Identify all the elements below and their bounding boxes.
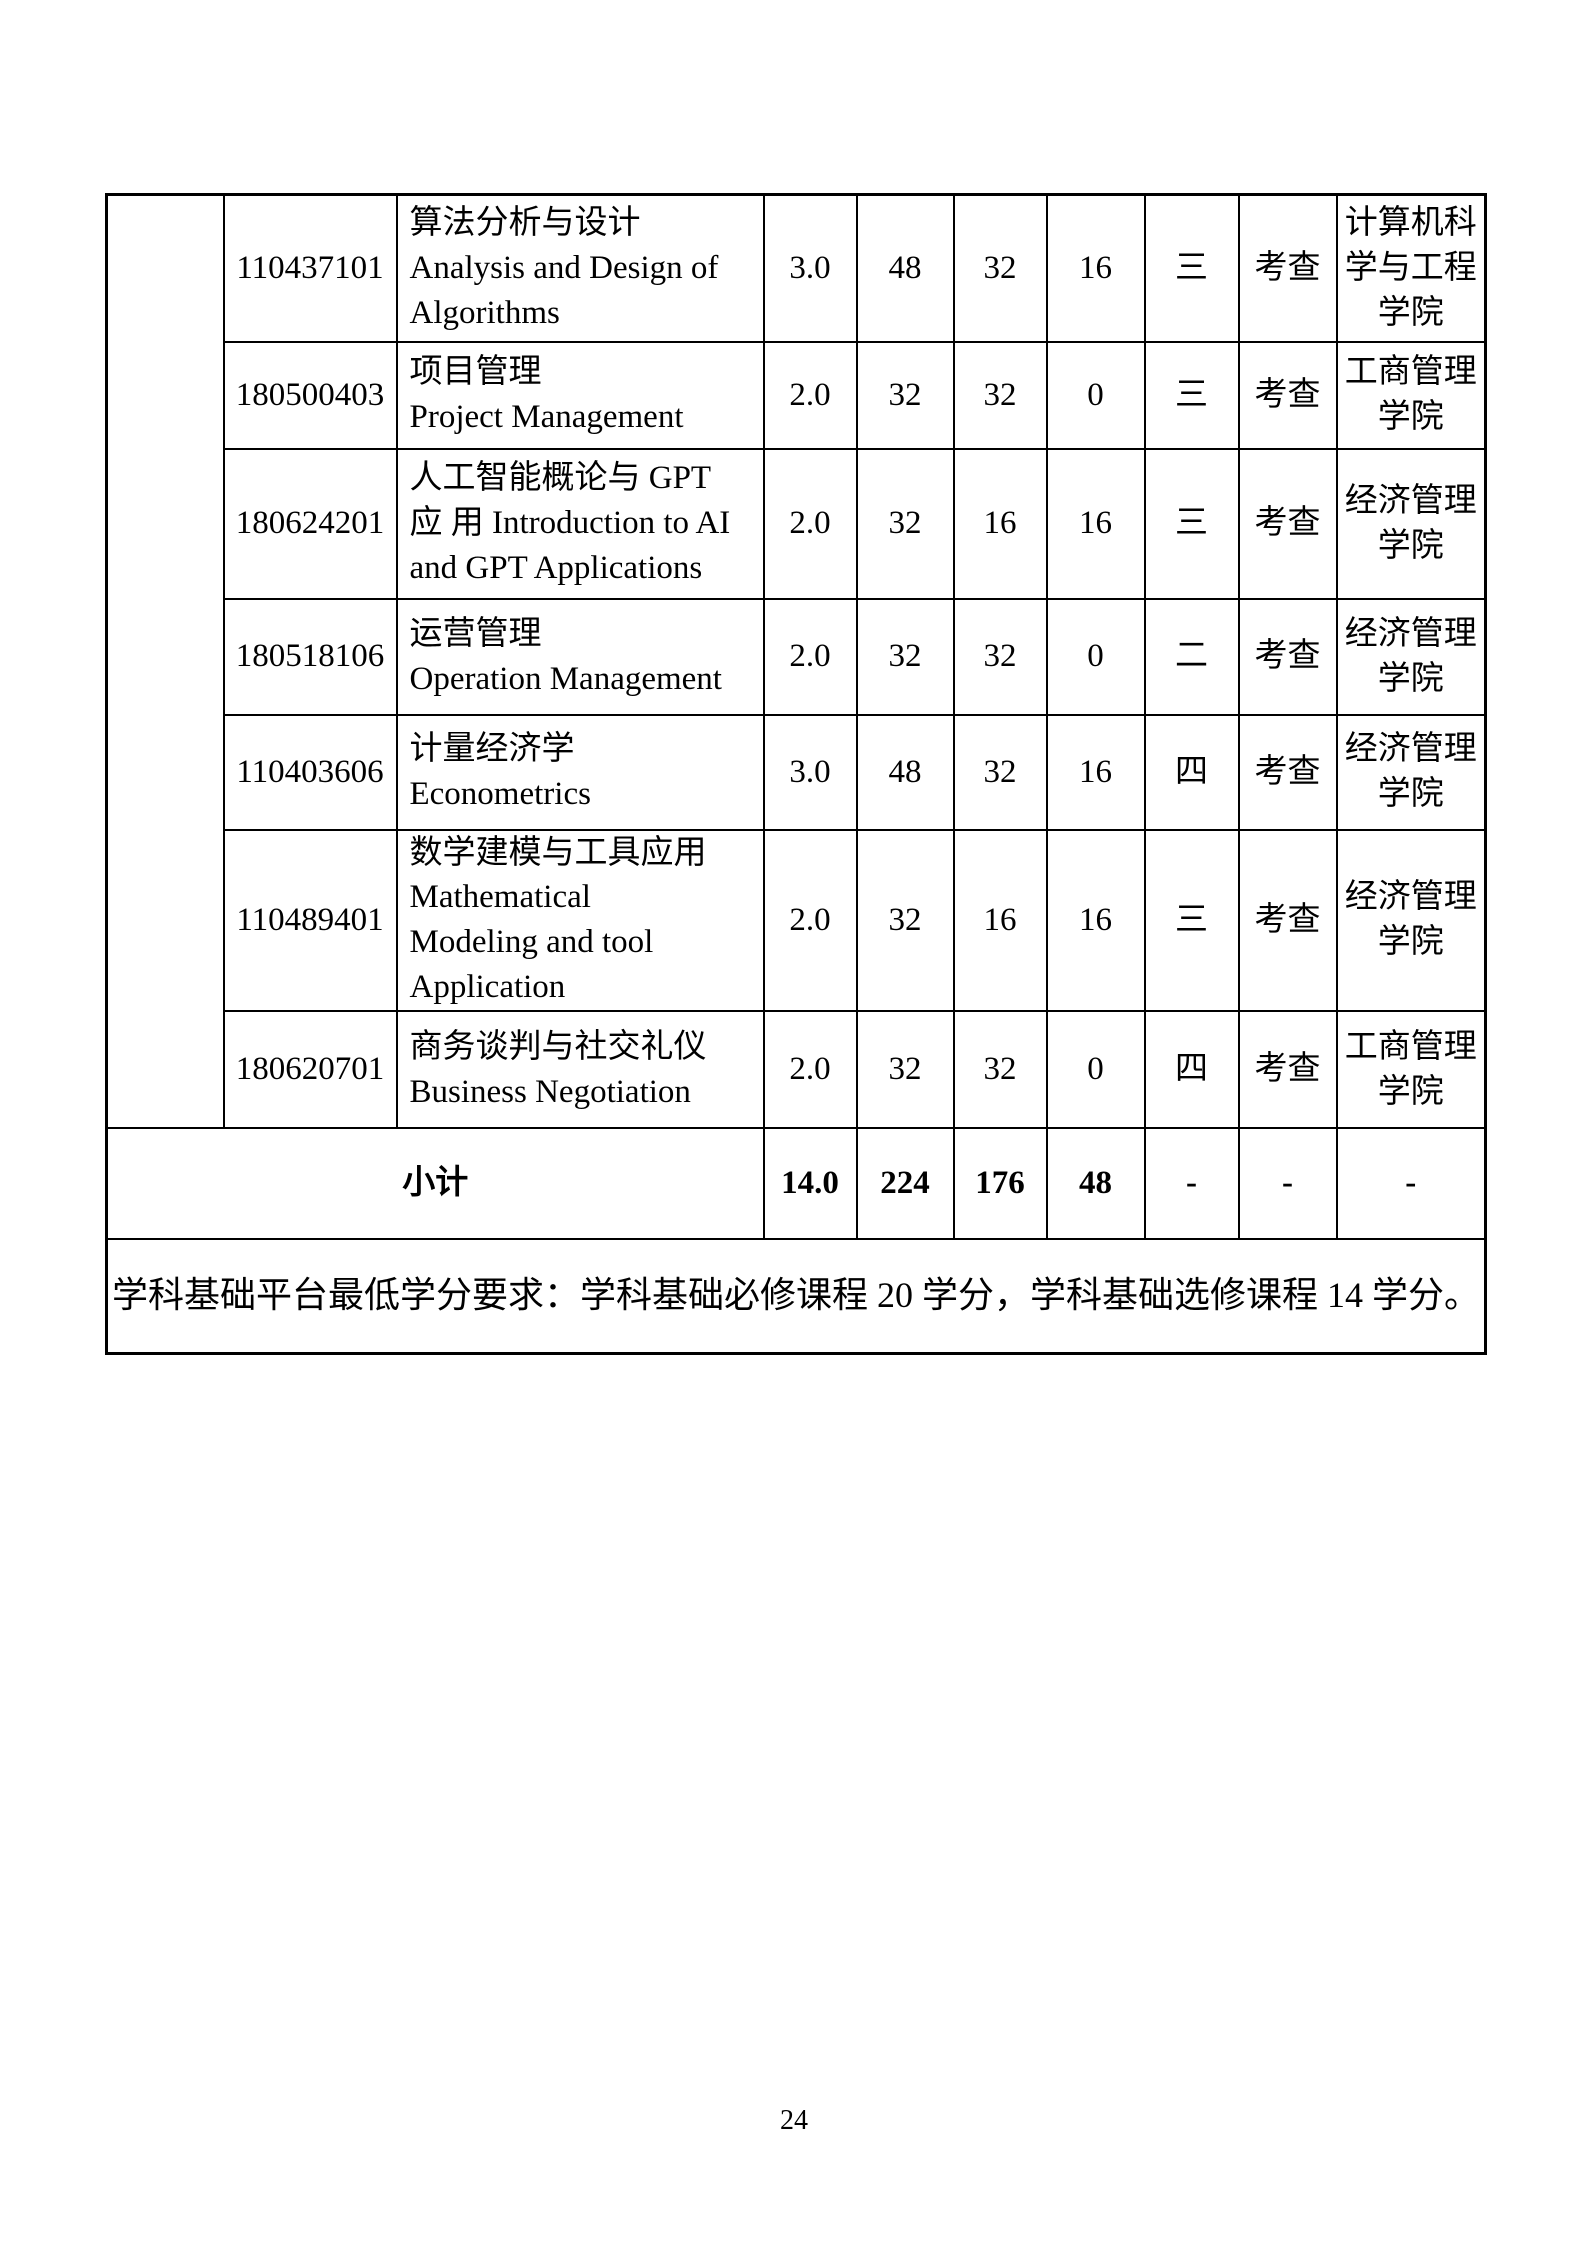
lecture-hours-cell: 32 [952, 340, 1048, 450]
table-row: 110437101 算法分析与设计 Analysis and Design of… [105, 193, 1487, 1129]
lecture-hours-cell: 32 [952, 1010, 1048, 1129]
course-name: 数学建模与工具应用 Mathematical Modeling and tool… [395, 828, 765, 1012]
credits-cell: 2.0 [762, 1010, 858, 1129]
subtotal-label: 小计 [105, 1127, 765, 1240]
total-hours-cell: 48 [855, 193, 955, 343]
credits-cell: 2.0 [762, 340, 858, 450]
total-hours-cell: 32 [855, 340, 955, 450]
lecture-hours-cell: 16 [952, 447, 1048, 600]
assessment-cell: 考查 [1237, 193, 1338, 343]
semester-cell: 三 [1143, 193, 1240, 343]
total-hours-cell: 32 [855, 828, 955, 1012]
lecture-hours-cell: 32 [952, 713, 1048, 831]
footer-note: 学科基础平台最低学分要求：学科基础必修课程 20 学分，学科基础选修课程 14 … [105, 1238, 1487, 1354]
total-hours-cell: 32 [855, 597, 955, 716]
course-name: 运营管理 Operation Management [395, 597, 765, 716]
semester-cell: 三 [1143, 447, 1240, 600]
course-code: 180500403 [222, 340, 398, 450]
college-cell: 计算机科 学与工程 学院 [1335, 193, 1487, 343]
assessment-cell: 考查 [1237, 713, 1338, 831]
subtotal-lecture-hours: 176 [952, 1127, 1048, 1240]
practice-hours-cell: 16 [1045, 193, 1146, 343]
practice-hours-cell: 16 [1045, 713, 1146, 831]
table-row: 110489401 数学建模与工具应用 Mathematical Modelin… [107, 828, 1487, 1012]
semester-cell: 四 [1143, 713, 1240, 831]
lecture-hours-cell: 32 [952, 193, 1048, 343]
table-row: 110403606 计量经济学 Econometrics 3.0 48 32 1… [107, 713, 1487, 831]
total-hours-cell: 32 [855, 447, 955, 600]
assessment-cell: 考查 [1237, 1010, 1338, 1129]
subtotal-assessment: - [1237, 1127, 1338, 1240]
college-cell: 经济管理 学院 [1335, 713, 1487, 831]
subtotal-practice-hours: 48 [1045, 1127, 1146, 1240]
credits-cell: 2.0 [762, 447, 858, 600]
subtotal-college: - [1335, 1127, 1487, 1240]
semester-cell: 二 [1143, 597, 1240, 716]
practice-hours-cell: 16 [1045, 828, 1146, 1012]
total-hours-cell: 32 [855, 1010, 955, 1129]
credits-cell: 2.0 [762, 597, 858, 716]
college-cell: 经济管理 学院 [1335, 447, 1487, 600]
course-name: 商务谈判与社交礼仪 Business Negotiation [395, 1010, 765, 1129]
assessment-cell: 考查 [1237, 597, 1338, 716]
course-name: 人工智能概论与 GPT 应 用 Introduction to AI and G… [395, 447, 765, 600]
semester-cell: 四 [1143, 1010, 1240, 1129]
subtotal-total-hours: 224 [855, 1127, 955, 1240]
course-name: 项目管理 Project Management [395, 340, 765, 450]
semester-cell: 三 [1143, 340, 1240, 450]
credits-cell: 3.0 [762, 193, 858, 343]
subtotal-semester: - [1143, 1127, 1240, 1240]
course-code: 110403606 [222, 713, 398, 831]
subtotal-row: 小计 14.0 224 176 48 - - - [105, 1127, 1487, 1240]
assessment-cell: 考查 [1237, 340, 1338, 450]
course-code: 180624201 [222, 447, 398, 600]
semester-cell: 三 [1143, 828, 1240, 1012]
total-hours-cell: 48 [855, 713, 955, 831]
practice-hours-cell: 0 [1045, 1010, 1146, 1129]
table-row: 180518106 运营管理 Operation Management 2.0 … [107, 597, 1487, 716]
practice-hours-cell: 16 [1045, 447, 1146, 600]
assessment-cell: 考查 [1237, 828, 1338, 1012]
assessment-cell: 考查 [1237, 447, 1338, 600]
lecture-hours-cell: 16 [952, 828, 1048, 1012]
lecture-hours-cell: 32 [952, 597, 1048, 716]
college-cell: 经济管理 学院 [1335, 828, 1487, 1012]
college-cell: 经济管理 学院 [1335, 597, 1487, 716]
course-code: 110489401 [222, 828, 398, 1012]
credits-cell: 3.0 [762, 713, 858, 831]
subtotal-credits: 14.0 [762, 1127, 858, 1240]
page-number: 24 [780, 2105, 808, 2136]
practice-hours-cell: 0 [1045, 597, 1146, 716]
practice-hours-cell: 0 [1045, 340, 1146, 450]
credits-cell: 2.0 [762, 828, 858, 1012]
table-row: 180620701 商务谈判与社交礼仪 Business Negotiation… [107, 1010, 1487, 1129]
college-cell: 工商管理 学院 [1335, 1010, 1487, 1129]
course-code: 180518106 [222, 597, 398, 716]
category-cell [105, 193, 225, 1129]
course-name: 计量经济学 Econometrics [395, 713, 765, 831]
course-table: 110437101 算法分析与设计 Analysis and Design of… [105, 193, 1487, 1355]
course-code: 180620701 [222, 1010, 398, 1129]
college-cell: 工商管理 学院 [1335, 340, 1487, 450]
table-row: 180624201 人工智能概论与 GPT 应 用 Introduction t… [107, 447, 1487, 600]
course-code: 110437101 [222, 193, 398, 343]
footer-note-row: 学科基础平台最低学分要求：学科基础必修课程 20 学分，学科基础选修课程 14 … [105, 1238, 1487, 1354]
table-row: 180500403 项目管理 Project Management 2.0 32… [107, 340, 1487, 450]
course-name: 算法分析与设计 Analysis and Design of Algorithm… [395, 193, 765, 343]
